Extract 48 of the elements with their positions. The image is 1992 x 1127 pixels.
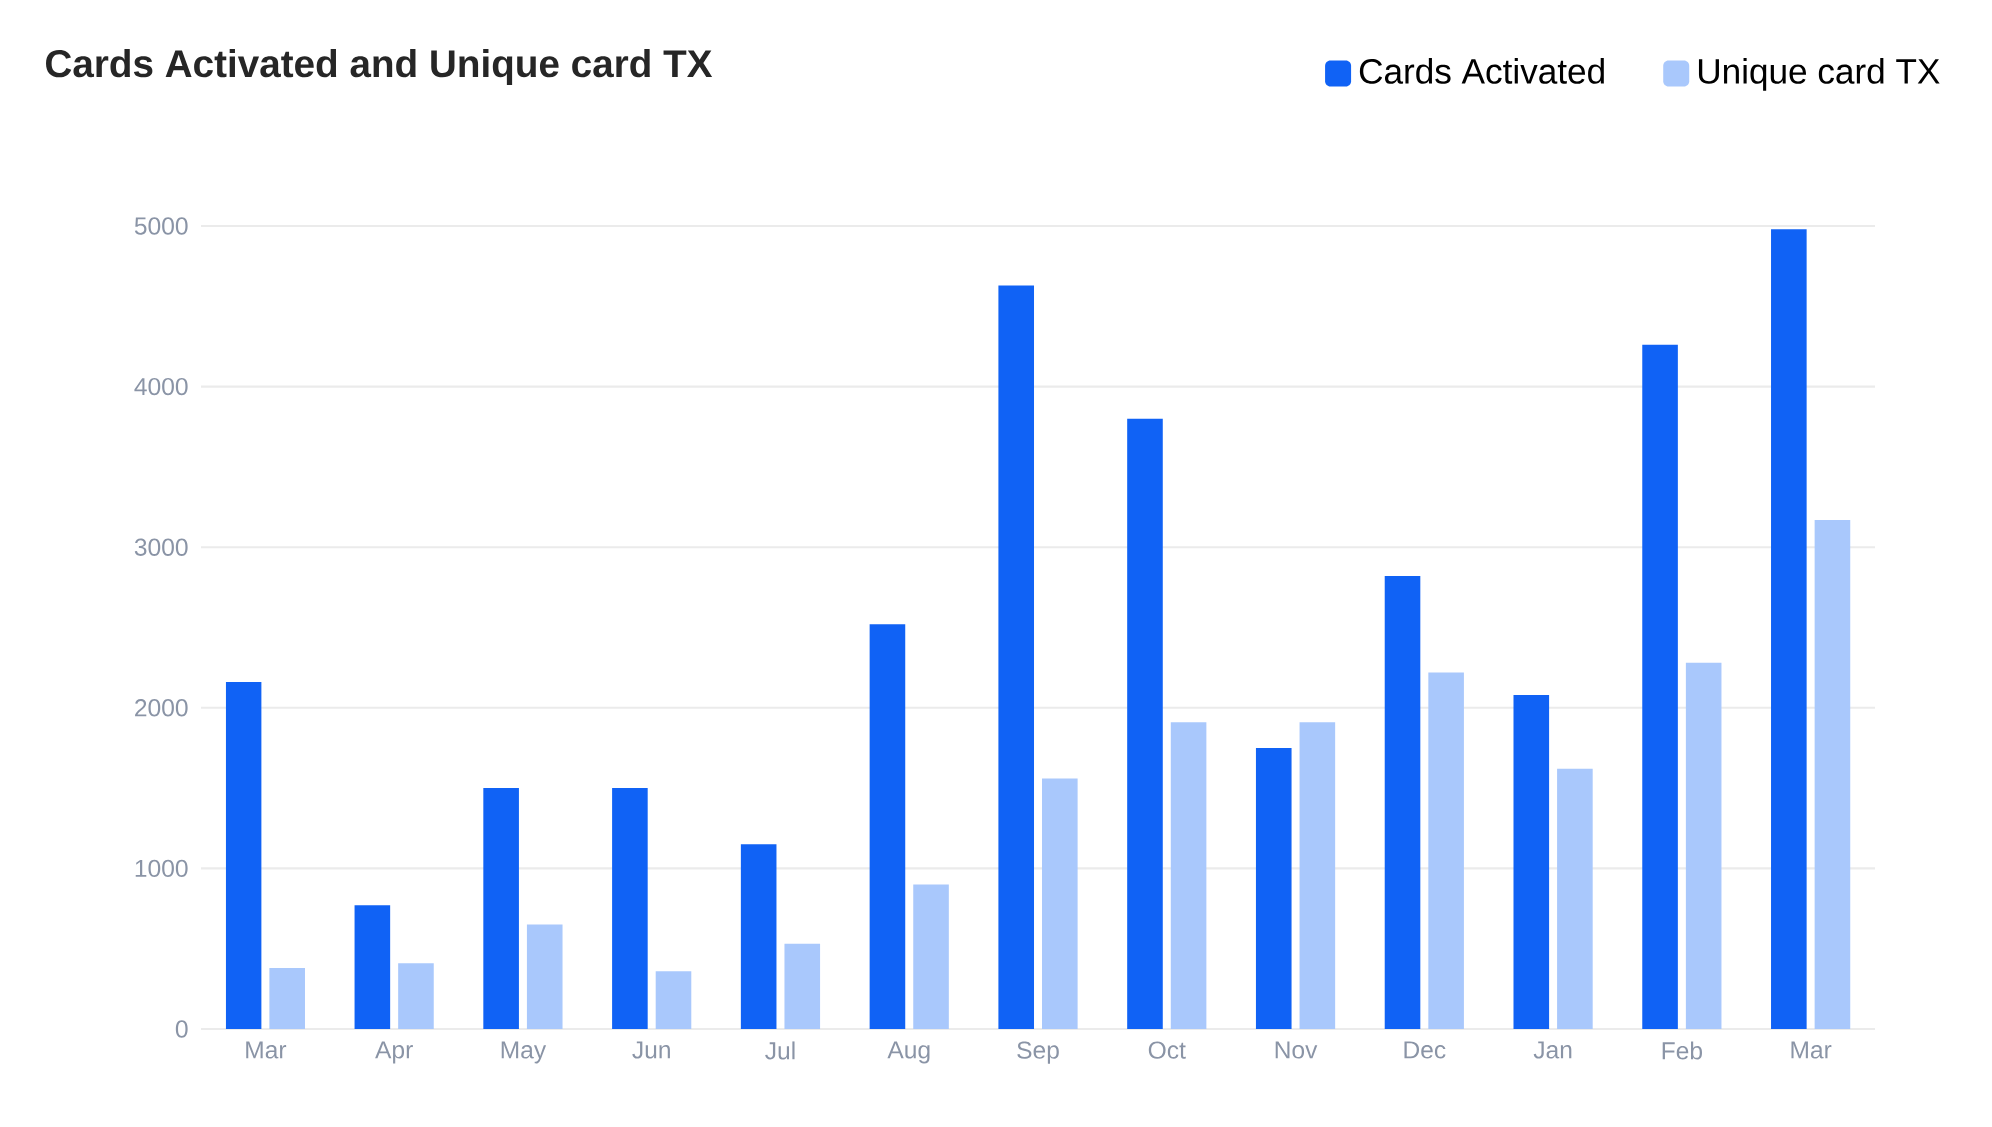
- x-tick-label: Nov: [1275, 1041, 1318, 1059]
- bar: [1557, 768, 1593, 1029]
- x-tick-label: May: [501, 1041, 547, 1064]
- y-tick-label: 4000: [134, 377, 188, 396]
- x-tick-label: Apr: [375, 1041, 413, 1064]
- bar: [1771, 229, 1807, 1029]
- bar: [526, 924, 563, 1029]
- bar: [740, 844, 777, 1029]
- bar: [1042, 778, 1078, 1029]
- bar: [225, 682, 262, 1029]
- bar: [655, 971, 692, 1029]
- y-tick-label: 3000: [134, 538, 188, 556]
- bar: [1127, 418, 1163, 1029]
- x-tick-label: Mar: [246, 1041, 287, 1059]
- bar: [1642, 344, 1678, 1029]
- bar: [1428, 672, 1464, 1029]
- bar: [354, 905, 391, 1029]
- legend-label: Cards Activated: [1359, 58, 1604, 84]
- x-tick-label: Jan: [1533, 1041, 1572, 1059]
- x-tick-label: Aug: [887, 1041, 930, 1064]
- bar: [998, 285, 1035, 1029]
- y-tick-label: 1000: [135, 859, 188, 878]
- bar: [1513, 694, 1550, 1029]
- y-tick-label: 0: [175, 1020, 188, 1038]
- x-tick-label: Jul: [765, 1041, 795, 1060]
- bar: [1299, 722, 1336, 1029]
- x-tick-label: Jun: [632, 1041, 670, 1059]
- bar: [1814, 519, 1851, 1029]
- bar: [483, 788, 519, 1029]
- bar: [913, 884, 949, 1029]
- chart-title: Cards Activated and Unique card TX: [46, 48, 713, 85]
- bar: [1685, 662, 1722, 1029]
- bar: [869, 624, 906, 1029]
- y-tick-label: 2000: [135, 699, 188, 717]
- bar: [269, 967, 305, 1029]
- x-tick-label: Oct: [1148, 1041, 1186, 1059]
- legend-label: Unique card TX: [1698, 58, 1940, 91]
- x-tick-label: Dec: [1404, 1041, 1446, 1059]
- bar: [398, 963, 434, 1029]
- bar: [612, 788, 648, 1029]
- bar: [1255, 747, 1292, 1029]
- x-tick-label: Mar: [1791, 1041, 1832, 1059]
- x-tick-label: Feb: [1662, 1041, 1702, 1060]
- bar: [1170, 722, 1207, 1029]
- bar: [784, 943, 821, 1029]
- bar: [1384, 576, 1421, 1029]
- x-tick-label: Sep: [1017, 1041, 1059, 1064]
- y-tick-label: 5000: [134, 217, 188, 235]
